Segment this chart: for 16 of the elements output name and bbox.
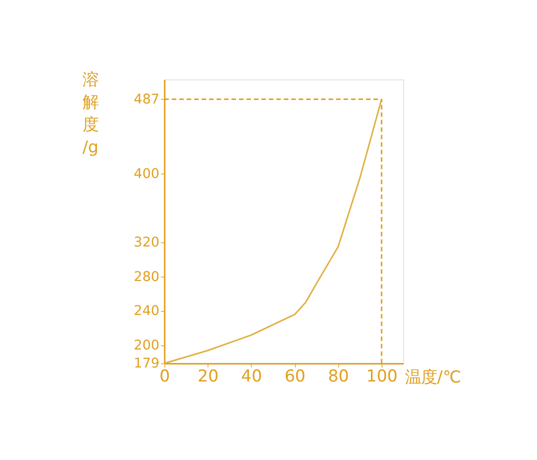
x-tick-label: 0 xyxy=(159,366,170,386)
x-tick-label: 60 xyxy=(284,366,306,386)
y-axis-title: 溶解度/g xyxy=(82,70,99,156)
y-tick-label: 400 xyxy=(134,166,160,182)
x-tick-label: 100 xyxy=(366,366,398,386)
y-tick-label: 240 xyxy=(134,304,160,320)
line-series xyxy=(164,98,382,364)
y-tick-label: 487 xyxy=(134,92,160,108)
x-tick-label: 40 xyxy=(241,366,262,386)
y-tick-label: 200 xyxy=(134,338,160,354)
x-tick-label: 80 xyxy=(328,366,349,386)
y-tick-label: 320 xyxy=(134,236,160,251)
y-tick-label: 179 xyxy=(134,356,160,372)
x-axis-title: 温度/℃ xyxy=(405,367,462,386)
x-tick-label: 20 xyxy=(198,366,219,386)
y-tick-label: 280 xyxy=(134,270,160,285)
